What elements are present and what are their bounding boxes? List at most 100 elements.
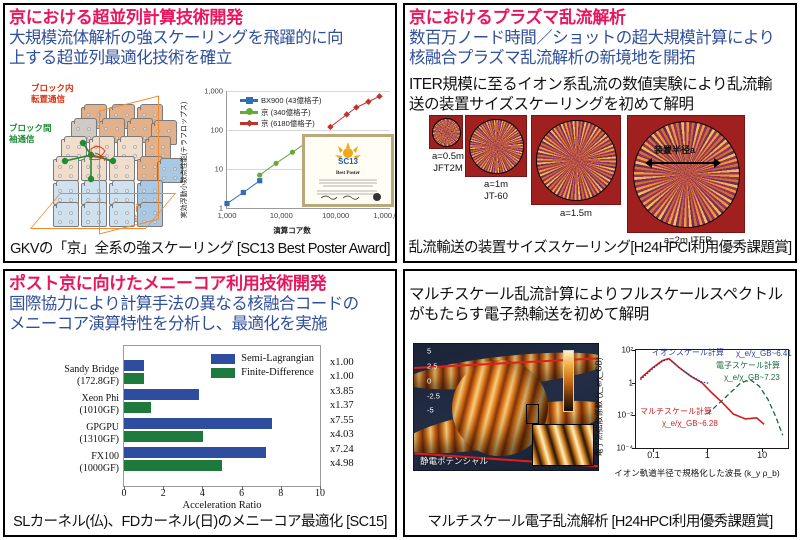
- bar-val-sl-2: x7.55: [330, 415, 354, 426]
- panel2-subtitle-line2: 核融合プラズマ乱流解析の新境地を開拓: [409, 49, 695, 67]
- bar-xtick-1: 2: [160, 488, 166, 499]
- legend-label-finite-difference: Finite-Difference: [241, 367, 314, 378]
- panel1-caption: GKVの「京」全系の強スケーリング [SC13 Best Poster Awar…: [10, 241, 390, 257]
- panel3-subtitle-line1: 国際協力により計算手法の異なる核融合コードの: [9, 295, 359, 313]
- colorbar-tick-3: -2.5: [427, 391, 440, 401]
- bar-sl-0: [124, 360, 144, 371]
- zoom-region-box: [526, 404, 539, 424]
- manycore-acceleration-chart: Semi-Lagrangian Finite-Difference Sandy …: [23, 343, 387, 515]
- colorbar-tick-2: 0: [427, 376, 432, 386]
- colorbar-tick-0: 5: [427, 346, 432, 356]
- panel1-subtitle-line2: 上する超並列最適化技術を確立: [9, 49, 232, 67]
- spectrum-ylabel: 電子熱拡散係数 (χ_e/χ_GB): [594, 357, 604, 457]
- disk-box-3: 装置半径a: [627, 115, 745, 233]
- device-radius-arrow-icon: [645, 156, 721, 168]
- annot-electron-scale-value: χ_e/χ_GB~7.23: [724, 373, 780, 382]
- bar-val-fd-3: x4.98: [330, 458, 354, 469]
- panel3-title: ポスト京に向けたメニーコア利用技術開発: [9, 274, 327, 293]
- disk-box-0: [429, 115, 463, 149]
- spectrum-plot-area: 10² 1 10⁻² 10⁻⁴ 0.1 1 10 イオンスケール計算 χ_e/χ…: [616, 346, 791, 461]
- legend-entry-finite-difference: Finite-Difference: [211, 366, 314, 380]
- certificate-artwork-icon: SC13 Best Poster: [305, 137, 391, 204]
- strong-scaling-xtick-2: 100,000: [322, 211, 350, 220]
- disk-label-3: a=2m ITER: [663, 235, 713, 246]
- legend-swatch-finite-difference-icon: [211, 368, 236, 378]
- bar-chart-legend: Semi-Lagrangian Finite-Difference: [211, 352, 314, 380]
- panel2-subtitle-line1: 数百万ノード時間／ショットの超大規模計算により: [409, 29, 775, 47]
- strong-scaling-ytick-1: 10: [214, 164, 223, 174]
- legend-entry-semi-lagrangian: Semi-Lagrangian: [211, 352, 314, 366]
- disk-label-2: a=1.5m: [560, 208, 592, 219]
- annot-multiscale-text: マルチスケール計算: [640, 407, 712, 416]
- strong-scaling-ytick-2: 100: [210, 125, 223, 135]
- disk-device-0: JFT2M: [433, 163, 463, 174]
- strong-scaling-xlabel: 演算コア数: [273, 226, 311, 235]
- label-block-halo-line2: 袖通信: [9, 134, 35, 144]
- bar-xtick-0: 0: [121, 488, 127, 499]
- panel-strong-scaling: 京における超並列計算技術開発 大規模流体解析の強スケーリングを飛躍的に向 上する…: [3, 3, 397, 263]
- bar-fd-3: [124, 460, 222, 471]
- colorbar-tick-4: -5: [427, 405, 434, 415]
- strong-scaling-xtick-3: 1,000,000: [373, 211, 395, 220]
- device-radius-label: 装置半径a: [654, 145, 696, 155]
- label-block-transpose-line2: 転置通信: [31, 94, 66, 104]
- panel4-caption: マルチスケール電子乱流解析 [H24HPCI利用優秀課題賞]: [427, 514, 773, 530]
- bar-xtick-3: 6: [239, 488, 245, 499]
- legend-entry-k6180: 京 (6180億格子): [240, 118, 321, 130]
- legend-label-k340: 京 (340億格子): [261, 107, 311, 117]
- annot-electron-scale-text: 電子スケール計算: [716, 361, 780, 370]
- bar-cat-0-line2: (172.8GF): [77, 376, 119, 387]
- legend-label-k6180: 京 (6180億格子): [261, 119, 315, 128]
- legend-marker-circle-icon: [240, 108, 258, 116]
- legend-label-bx900: BX900 (43億格子): [261, 96, 322, 105]
- disk-label-0: a=0.5m: [432, 151, 464, 162]
- bar-xlabel: Acceleration Ratio: [182, 500, 262, 511]
- bar-fd-0: [124, 373, 144, 384]
- spectrum-ytick-2: 1: [628, 378, 633, 388]
- panel-manycore: ポスト京に向けたメニーコア利用技術開発 国際協力により計算手法の異なる核融合コー…: [3, 269, 397, 537]
- turbulence-disk-1: [469, 119, 524, 174]
- bar-xtick-5: 10: [315, 488, 325, 499]
- panel2-body-line2: 送の装置サイズスケーリングを初めて解明: [409, 96, 694, 113]
- panel2-caption: 乱流輸送の装置サイズスケーリング[H24HPCI利用優秀課題賞]: [408, 240, 792, 256]
- block-communication-diagram: ブロック内 転置通信 ブロック間 袖通信 平面内 縮約通信: [9, 83, 189, 235]
- lego-block-stack: [29, 95, 183, 235]
- spectrum-xtick-0: 0.1: [647, 450, 660, 460]
- strong-scaling-ylabel: 実効浮動小数点性能(テラフロップス): [181, 101, 188, 219]
- turbulence-disk-0: [432, 118, 461, 147]
- annot-multiscale-value: χ_e/χ_GB~6.28: [662, 419, 718, 428]
- label-block-halo-line1: ブロック間: [9, 123, 52, 133]
- colorbar-tick-1: 2.5: [427, 361, 438, 371]
- svg-text:SC13: SC13: [338, 157, 359, 166]
- legend-swatch-semi-lagrangian-icon: [211, 354, 236, 364]
- panel1-subtitle-line1: 大規模流体解析の強スケーリングを飛躍的に向: [9, 29, 344, 47]
- disk-box-1: [465, 115, 527, 177]
- panel1-title: 京における超並列計算技術開発: [9, 8, 243, 27]
- bar-cat-2-line1: GPGPU: [86, 422, 119, 433]
- bar-cat-0-line1: Sandy Bridge: [64, 364, 119, 375]
- spectrum-ytick-0: 10⁻⁴: [616, 443, 633, 453]
- disk-label-1: a=1m: [483, 179, 509, 190]
- disk-box-2: [531, 115, 621, 205]
- bar-cat-1-line2: (1010GF): [79, 405, 119, 416]
- panel-plasma-turbulence: 京におけるプラズマ乱流解析 数百万ノード時間／ショットの超大規模計算により 核融…: [403, 3, 797, 263]
- panel3-subtitle-line2: メニーコア演算特性を分析し、最適化を実施: [9, 315, 328, 333]
- panel4-body-line2: がもたらす電子熱輸送を初めて解明: [409, 306, 649, 323]
- sc13-best-poster-certificate: SC13 Best Poster: [302, 134, 394, 207]
- bar-sl-1: [124, 389, 200, 400]
- device-size-scaling-figure: a=0.5m JFT2M a=1m JT-60 a=1.5m 装置半径a a=2: [415, 115, 791, 246]
- turbulence-disk-2: [536, 120, 617, 201]
- bar-cat-2-line2: (1310GF): [79, 434, 119, 445]
- panel2-body-line1: ITER規模に至るイオン系乱流の数値実験により乱流輸: [409, 76, 773, 93]
- panel2-title: 京におけるプラズマ乱流解析: [409, 8, 626, 27]
- bar-val-sl-0: x1.00: [330, 357, 354, 368]
- panel4-body-line1: マルチスケール乱流計算によりフルスケールスペクトル: [409, 286, 783, 303]
- bar-val-fd-2: x4.03: [330, 429, 354, 440]
- spectrum-ytick-3: 10²: [621, 345, 633, 355]
- panel-multiscale: マルチスケール乱流計算によりフルスケールスペクトル がもたらす電子熱輸送を初めて…: [403, 269, 797, 537]
- bar-xtick-2: 4: [199, 488, 205, 499]
- legend-entry-bx900: BX900 (43億格子): [240, 95, 321, 107]
- bar-sl-2: [124, 418, 272, 429]
- electrostatic-potential-render: 5 2.5 0 -2.5 -5 静電ポテンシャル: [413, 343, 599, 471]
